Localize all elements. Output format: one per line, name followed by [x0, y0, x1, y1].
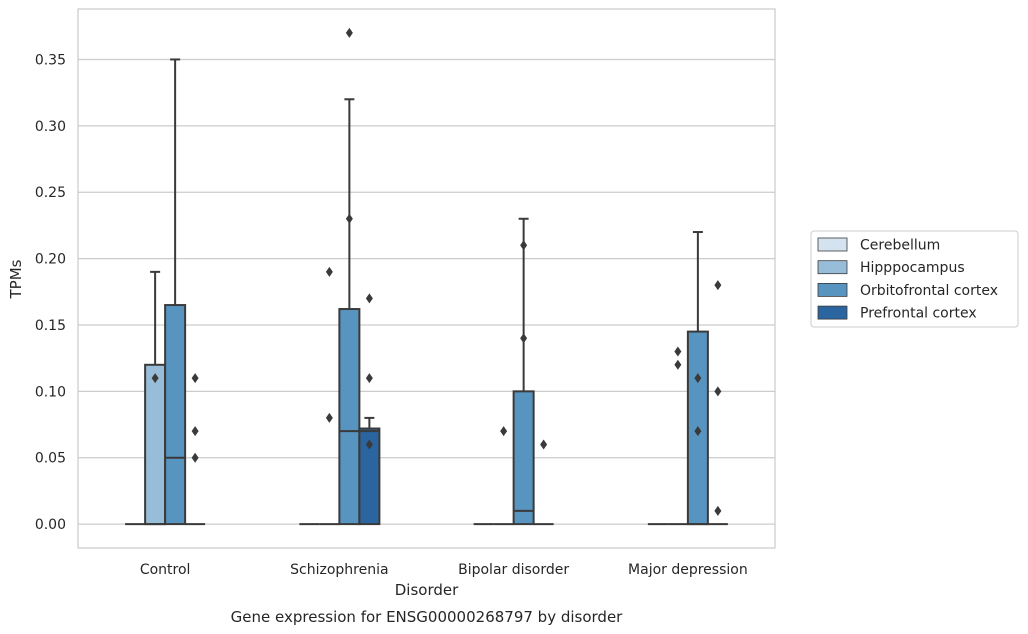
outlier-point	[151, 373, 159, 384]
outlier-point	[345, 213, 353, 224]
box-hipppocampus	[667, 346, 688, 526]
outlier-point	[365, 439, 373, 450]
legend-label: Hipppocampus	[860, 260, 965, 276]
y-tick-label: 0.00	[35, 517, 66, 533]
x-tick-label: Control	[140, 562, 191, 578]
x-axis-label: Disorder	[395, 581, 459, 599]
box-prefrontal-cortex	[707, 280, 728, 526]
outlier-point	[540, 439, 548, 450]
box-prefrontal-cortex	[185, 373, 206, 526]
box-orbitofrontal-cortex	[686, 231, 709, 526]
box-body	[144, 363, 167, 526]
box-hipppocampus	[144, 270, 167, 526]
x-tick-label: Bipolar disorder	[458, 562, 569, 578]
y-tick-label: 0.35	[35, 52, 66, 68]
outlier-point	[325, 412, 333, 423]
y-tick-label: 0.10	[35, 384, 66, 400]
box-orbitofrontal-cortex	[164, 58, 187, 526]
outlier-point	[365, 373, 373, 384]
boxes	[125, 27, 728, 526]
legend-label: Orbitofrontal cortex	[860, 283, 998, 299]
outlier-point	[191, 373, 199, 384]
box-hipppocampus	[493, 426, 514, 526]
outlier-point	[191, 452, 199, 463]
outlier-point	[345, 27, 353, 38]
y-tick-label: 0.05	[35, 451, 66, 467]
box-body	[338, 308, 361, 526]
outlier-point	[500, 426, 508, 437]
legend-frame	[810, 230, 1019, 328]
y-tick-label: 0.15	[35, 318, 66, 334]
outlier-point	[714, 386, 722, 397]
box-body	[358, 427, 381, 526]
legend: Cerebellum Hipppocampus Orbitofrontal cort…	[810, 230, 1019, 328]
box-hipppocampus	[319, 266, 340, 526]
outlier-point	[674, 359, 682, 370]
legend-swatch	[817, 282, 848, 297]
outlier-point	[694, 373, 702, 384]
y-tick-label: 0.20	[35, 252, 66, 268]
y-tick-labels: 0.00 0.05 0.10 0.15 0.20 0.25 0.30 0.35	[35, 52, 66, 533]
outlier-point	[714, 505, 722, 516]
x-tick-labels: Control Schizophrenia Bipolar disorder Majo…	[140, 562, 748, 578]
box-orbitofrontal-cortex	[512, 217, 535, 526]
box-body	[512, 390, 535, 526]
outlier-point	[191, 426, 199, 437]
outlier-point	[325, 266, 333, 277]
plot-frame	[77, 8, 776, 549]
x-tick-label: Schizophrenia	[290, 562, 388, 578]
legend-label: Prefrontal cortex	[860, 306, 977, 322]
y-tick-label: 0.25	[35, 185, 66, 201]
outlier-point	[520, 333, 528, 344]
legend-swatch	[817, 237, 848, 252]
legend-swatch	[817, 260, 848, 275]
outlier-point	[520, 240, 528, 251]
box-body	[164, 304, 187, 526]
legend-swatch	[817, 305, 848, 320]
outlier-point	[365, 293, 373, 304]
y-axis-label: TPMs	[7, 259, 25, 299]
x-tick-label: Major depression	[628, 562, 748, 578]
box-prefrontal-cortex	[533, 439, 554, 526]
box-prefrontal-cortex	[358, 293, 381, 526]
outlier-point	[674, 346, 682, 357]
y-tick-label: 0.30	[35, 119, 66, 135]
box-orbitofrontal-cortex	[338, 27, 361, 526]
outlier-point	[714, 280, 722, 291]
chart-caption: Gene expression for ENSG00000268797 by d…	[231, 608, 624, 626]
outlier-point	[694, 426, 702, 437]
legend-label: Cerebellum	[860, 238, 940, 254]
